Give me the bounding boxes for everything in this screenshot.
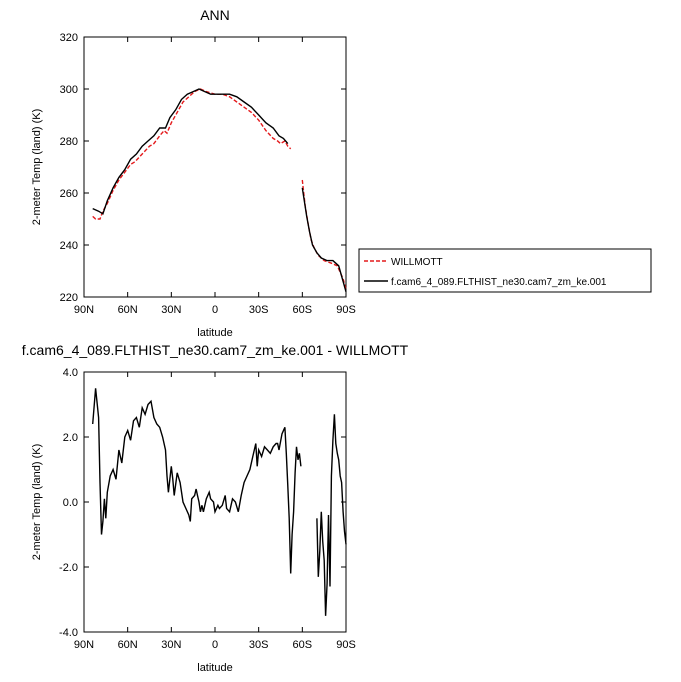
y-tick-label: 240 — [60, 240, 78, 252]
x-tick-label: 30N — [161, 304, 181, 316]
y-tick-label: -2.0 — [59, 562, 78, 574]
x-tick-label: 60S — [293, 639, 313, 651]
series-line-1-segment-0 — [92, 88, 289, 215]
top-chart: ANN 90N 60N 30N 0 30S 60S 90S 220 240 260 280 300 3… — [31, 7, 652, 339]
bottom-x-axis-title: latitude — [197, 662, 232, 674]
bottom-x-ticks: 90N 60N 30N 0 30S 60S 90S — [74, 372, 356, 651]
bottom-y-ticks: -4.0 -2.0 0.0 2.0 4.0 — [59, 367, 346, 639]
x-tick-label: 0 — [212, 639, 218, 651]
series-line-0-segment-0 — [92, 88, 292, 220]
bottom-chart-title: f.cam6_4_089.FLTHIST_ne30.cam7_zm_ke.001… — [22, 342, 409, 358]
series-line-0-segment-1 — [316, 414, 347, 616]
top-x-axis-title: latitude — [197, 327, 232, 339]
x-tick-label: 30S — [249, 304, 269, 316]
x-tick-label: 90S — [336, 304, 356, 316]
x-tick-label: 60N — [118, 304, 138, 316]
legend-frame — [358, 248, 652, 293]
x-tick-label: 0 — [212, 304, 218, 316]
y-tick-label: 220 — [60, 292, 78, 304]
x-tick-label: 90S — [336, 639, 356, 651]
x-tick-label: 60N — [118, 639, 138, 651]
x-tick-label: 60S — [293, 304, 313, 316]
legend-label-willmott: WILLMOTT — [391, 257, 443, 268]
series-line-0-segment-0 — [92, 388, 302, 574]
top-y-ticks: 220 240 260 280 300 320 — [60, 32, 346, 304]
legend: WILLMOTT f.cam6_4_089.FLTHIST_ne30.cam7_… — [358, 248, 652, 293]
top-chart-title: ANN — [200, 7, 230, 23]
y-tick-label: 2.0 — [63, 432, 78, 444]
x-tick-label: 30S — [249, 639, 269, 651]
x-tick-label: 30N — [161, 639, 181, 651]
y-tick-label: 260 — [60, 188, 78, 200]
top-series-lines — [92, 88, 347, 292]
bottom-plot-frame — [83, 371, 347, 633]
bottom-chart: f.cam6_4_089.FLTHIST_ne30.cam7_zm_ke.001… — [22, 342, 409, 674]
top-y-axis-title: 2-meter Temp (land) (K) — [31, 109, 43, 226]
top-x-ticks: 90N 60N 30N 0 30S 60S 90S — [74, 37, 356, 316]
y-tick-label: 320 — [60, 32, 78, 44]
series-line-1-segment-1 — [301, 187, 347, 292]
y-tick-label: 4.0 — [63, 367, 78, 379]
top-plot-frame — [83, 36, 347, 298]
series-line-0-segment-1 — [301, 179, 347, 290]
y-tick-label: -4.0 — [59, 627, 78, 639]
y-tick-label: 0.0 — [63, 497, 78, 509]
y-tick-label: 280 — [60, 136, 78, 148]
x-tick-label: 90N — [74, 639, 94, 651]
bottom-y-axis-title: 2-meter Temp (land) (K) — [31, 444, 43, 561]
bottom-series-lines — [92, 388, 347, 616]
x-tick-label: 90N — [74, 304, 94, 316]
y-tick-label: 300 — [60, 84, 78, 96]
legend-label-model: f.cam6_4_089.FLTHIST_ne30.cam7_zm_ke.001 — [391, 277, 607, 288]
